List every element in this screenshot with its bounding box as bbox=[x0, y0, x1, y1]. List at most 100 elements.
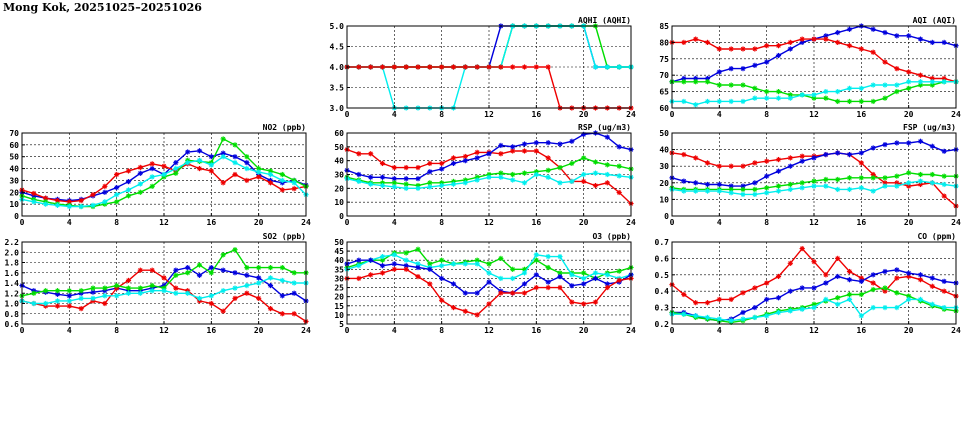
fsp-title: FSP (ug/m3) bbox=[903, 123, 956, 132]
rsp-cyan-point bbox=[403, 185, 409, 191]
so2-ytick-label: 1.2 bbox=[5, 289, 20, 298]
o3-blue-point bbox=[356, 257, 362, 263]
co-blue-point bbox=[787, 288, 793, 294]
aqhi-ytick-label: 3.0 bbox=[330, 104, 345, 113]
fsp-green-point bbox=[846, 175, 853, 181]
aqi-cyan-point bbox=[811, 92, 817, 98]
rsp-blue-point bbox=[510, 144, 516, 150]
aqi-blue-point bbox=[764, 59, 770, 65]
no2-cyan-point bbox=[291, 180, 297, 186]
rsp-red-point bbox=[356, 151, 362, 157]
rsp-blue-point bbox=[415, 176, 421, 182]
fsp-blue-point bbox=[835, 150, 841, 156]
rsp-blue-point bbox=[569, 138, 575, 144]
co-cyan-point bbox=[835, 301, 841, 307]
o3-red-point bbox=[557, 284, 563, 291]
o3-green-point bbox=[498, 255, 504, 261]
co-blue-point bbox=[894, 267, 900, 273]
so2-cyan-point bbox=[208, 293, 214, 299]
co-red-point bbox=[716, 296, 722, 302]
fsp-ytick-label: 20 bbox=[659, 179, 669, 188]
no2-blue-point bbox=[196, 148, 203, 154]
aqi-cyan-point bbox=[846, 85, 853, 91]
co-cyan-point bbox=[728, 318, 734, 324]
fsp-red-point bbox=[775, 156, 782, 163]
fsp-panel: 0 4 8 12 16 20 24 0 10 20 30 40 50 FSP (ug/m3) bbox=[659, 123, 961, 227]
rsp-green-point bbox=[569, 160, 575, 167]
rsp-xtick-label: 20 bbox=[579, 218, 589, 227]
fsp-blue-point bbox=[941, 148, 947, 154]
so2-green-point bbox=[54, 288, 61, 294]
no2-blue-point bbox=[173, 160, 179, 166]
o3-green-point bbox=[616, 268, 622, 274]
so2-cyan-point bbox=[196, 295, 203, 301]
o3-red-point bbox=[604, 284, 610, 291]
no2-xtick-label: 0 bbox=[20, 218, 25, 227]
so2-red-point bbox=[54, 303, 61, 309]
fsp-cyan-point bbox=[728, 190, 734, 196]
fsp-cyan-point bbox=[823, 183, 829, 189]
fsp-blue-point bbox=[929, 143, 935, 149]
rsp-ytick-label: 20 bbox=[334, 184, 344, 193]
aqhi-ytick-label: 4.0 bbox=[330, 63, 345, 72]
aqhi-red-point bbox=[498, 64, 504, 70]
so2-green-point bbox=[66, 288, 72, 294]
no2-red-point bbox=[31, 190, 37, 197]
o3-green-point bbox=[439, 257, 445, 263]
fsp-xtick-label: 0 bbox=[670, 218, 675, 227]
so2-blue-point bbox=[232, 270, 238, 276]
co-cyan-point bbox=[716, 316, 722, 322]
fsp-xtick-label: 12 bbox=[809, 218, 819, 227]
rsp-red-point bbox=[427, 160, 433, 167]
co-green-point bbox=[894, 290, 900, 296]
o3-red-point bbox=[533, 284, 539, 291]
o3-red-point bbox=[427, 281, 433, 287]
fsp-green-point bbox=[823, 176, 829, 183]
o3-blue-point bbox=[545, 279, 551, 285]
rsp-blue-point bbox=[557, 141, 563, 147]
o3-cyan-point bbox=[592, 270, 599, 276]
rsp-ytick-label: 10 bbox=[334, 198, 344, 207]
rsp-ytick-label: 30 bbox=[334, 171, 344, 180]
fsp-blue-point bbox=[740, 183, 746, 189]
aqi-green-point bbox=[693, 79, 699, 85]
o3-green-point bbox=[415, 246, 421, 252]
o3-blue-point bbox=[569, 283, 575, 289]
aqhi-red-point bbox=[521, 64, 528, 70]
no2-cyan-point bbox=[208, 162, 214, 168]
aqi-title: AQI (AQI) bbox=[913, 16, 956, 25]
so2-ytick-label: 1.8 bbox=[5, 259, 20, 268]
co-xtick-label: 12 bbox=[809, 326, 819, 335]
so2-cyan-point bbox=[31, 300, 37, 307]
so2-title: SO2 (ppb) bbox=[263, 232, 306, 241]
o3-cyan-point bbox=[379, 253, 386, 260]
o3-red-point bbox=[379, 270, 386, 276]
no2-xtick-label: 20 bbox=[254, 218, 264, 227]
co-red-point bbox=[681, 291, 687, 298]
o3-blue-point bbox=[450, 281, 457, 287]
no2-cyan-point bbox=[31, 199, 37, 205]
fsp-cyan-point bbox=[835, 186, 841, 193]
co-cyan-point bbox=[906, 296, 912, 302]
so2-green-point bbox=[173, 272, 179, 278]
rsp-xtick-label: 24 bbox=[626, 218, 636, 227]
o3-green-point bbox=[486, 261, 492, 267]
so2-green-point bbox=[137, 285, 143, 291]
fsp-blue-point bbox=[823, 151, 829, 158]
o3-xtick-label: 20 bbox=[579, 326, 589, 335]
aqi-red-point bbox=[740, 46, 746, 52]
aqi-cyan-point bbox=[823, 89, 829, 95]
co-red-point bbox=[894, 275, 900, 281]
fsp-red-point bbox=[787, 155, 793, 161]
aqhi-red-point bbox=[391, 64, 397, 70]
fsp-blue-point bbox=[811, 155, 817, 161]
fsp-cyan-point bbox=[846, 186, 853, 193]
aqi-red-point bbox=[787, 39, 793, 45]
rsp-cyan-point bbox=[415, 185, 421, 191]
co-cyan-point bbox=[894, 305, 900, 311]
aqi-cyan-point bbox=[858, 85, 864, 91]
no2-red-point bbox=[256, 174, 262, 180]
aqi-xtick-label: 0 bbox=[670, 110, 675, 119]
rsp-blue-point bbox=[474, 155, 480, 161]
rsp-green-point bbox=[521, 170, 528, 176]
